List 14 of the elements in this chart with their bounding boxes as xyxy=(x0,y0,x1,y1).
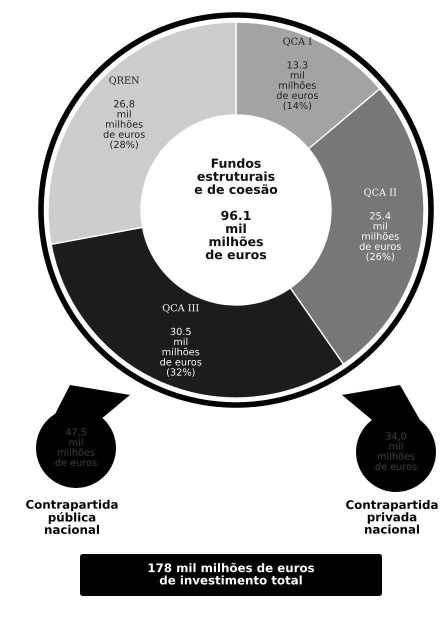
data-label: 30.5 mil milhões de euros (32%) xyxy=(160,328,202,377)
slice-label: QCA II xyxy=(364,188,396,198)
text: Contrapartida privada nacional xyxy=(346,500,438,534)
slice-label: QCA III xyxy=(162,304,199,313)
data-label: 13.3 mil milhões de euros (14%) xyxy=(276,61,318,110)
text: 178 mil milhões de euros de investimento total xyxy=(148,562,314,585)
text: Fundos estruturais e de coesão 96.1 mil milhões de euros xyxy=(194,158,278,260)
text: Contrapartida pública nacional xyxy=(26,500,118,534)
text: 47,5 mil milhões de euros xyxy=(55,428,97,466)
slice-label: QREN xyxy=(109,76,140,86)
slice-label: QCA I xyxy=(283,38,312,46)
text: 34,0 mil milhões de euros xyxy=(375,432,417,470)
data-label: 25.4 mil milhões de euros (26%) xyxy=(360,212,401,262)
data-label: 26,8 mil milhões de euros (28%) xyxy=(104,100,145,150)
